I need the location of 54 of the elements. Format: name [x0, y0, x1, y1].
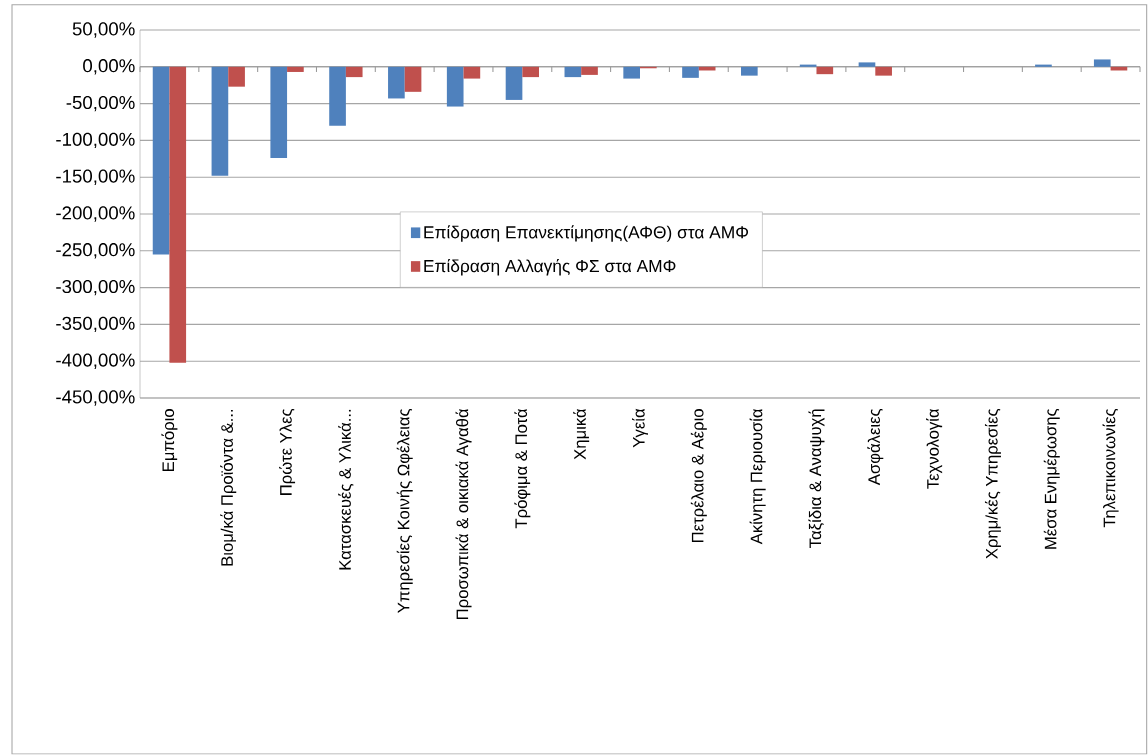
y-tick-label: -400,00% [56, 353, 135, 370]
y-tick-label: -450,00% [56, 390, 135, 406]
bar [522, 67, 540, 78]
y-tick-label: -350,00% [56, 316, 135, 333]
y-tick-label: 50,00% [72, 22, 135, 38]
y-tick-label: -300,00% [56, 280, 135, 296]
x-tick-label: Προσωπικά & οικιακά Αγαθά [455, 409, 472, 620]
bar [228, 67, 245, 87]
bar [505, 67, 523, 101]
bar [345, 67, 363, 78]
bar [169, 67, 187, 363]
bar [211, 67, 229, 176]
bar [404, 67, 422, 93]
bar [388, 67, 405, 99]
x-tick-label: Πρώτε Υλες [279, 409, 296, 496]
legend-label: Επίδραση Αλλαγής ΦΣ στα ΑΜΦ [424, 259, 676, 276]
x-tick-label: Ακίνητη Περιουσία [749, 409, 766, 545]
bar [152, 67, 170, 255]
bar [463, 67, 481, 79]
legend-label: Επίδραση Επανεκτίμησης(ΑΦΘ) στα ΑΜΦ [424, 225, 749, 243]
x-tick-label: Χρημ/κές Υπηρεσίες [984, 409, 1001, 560]
x-tick-label: Βιομ/κά Προϊόντα &... [220, 410, 237, 566]
bar [623, 67, 641, 79]
bar [564, 67, 582, 78]
bar [581, 67, 598, 76]
x-tick-label: Τηλεπικοινωνίες [1102, 409, 1119, 528]
bar [329, 67, 346, 126]
y-tick-label: -200,00% [56, 206, 135, 222]
x-tick-label: Ασφάλειες [867, 409, 884, 486]
x-tick-label: Τεχνολογία [926, 409, 943, 490]
y-tick-label: -50,00% [66, 96, 135, 112]
bar [858, 62, 876, 68]
y-tick-label: -150,00% [56, 169, 135, 186]
bar [816, 67, 834, 75]
x-tick-label: Τρόφιμα & Ποτά [514, 409, 531, 529]
bar [740, 67, 758, 76]
x-tick-label: Χημικά [573, 409, 590, 460]
x-tick-label: Υπηρεσίες Κοινής Ωφέλειας [396, 409, 413, 614]
bar [1093, 59, 1111, 68]
x-tick-label: Πετρέλαιο & Αέριο [690, 409, 707, 543]
bar [270, 67, 288, 159]
y-tick-label: -100,00% [56, 132, 135, 149]
bar [682, 67, 699, 79]
bar [446, 67, 464, 107]
x-tick-label: Κατασκευές & Υλικά... [338, 410, 354, 570]
x-tick-label: Ταξίδια & Αναψυχή [808, 409, 825, 549]
y-tick-label: 0,00% [83, 59, 135, 75]
bar [287, 67, 304, 73]
bar [875, 67, 892, 76]
x-tick-label: Υγεία [632, 409, 649, 448]
x-tick-label: Εμπόριο [161, 409, 178, 472]
y-tick-label: -250,00% [56, 243, 135, 259]
bar [1035, 64, 1052, 68]
x-tick-label: Μέσα Ενημέρωσης [1043, 409, 1060, 549]
